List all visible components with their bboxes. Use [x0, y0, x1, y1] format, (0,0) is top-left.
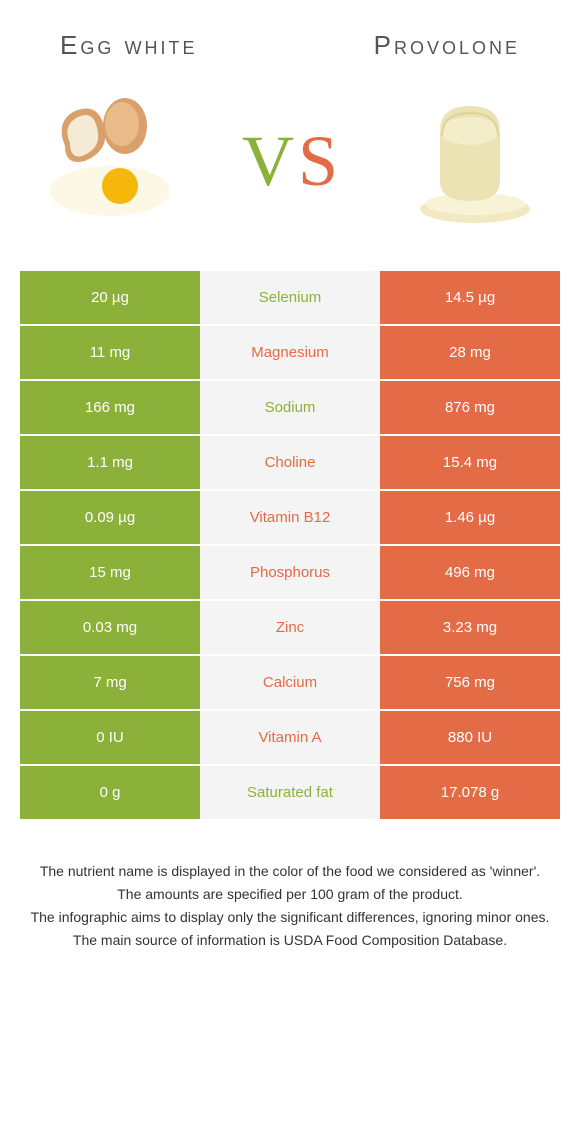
egg-icon: [30, 91, 190, 231]
cheese-icon: [390, 91, 550, 231]
right-value-cell: 15.4 mg: [380, 436, 560, 489]
right-value-cell: 3.23 mg: [380, 601, 560, 654]
right-value-cell: 17.078 g: [380, 766, 560, 819]
table-row: 0.09 µgVitamin B121.46 µg: [20, 491, 560, 546]
footnote-line: The infographic aims to display only the…: [20, 907, 560, 928]
right-value-cell: 876 mg: [380, 381, 560, 434]
right-value-cell: 496 mg: [380, 546, 560, 599]
left-value-cell: 20 µg: [20, 271, 200, 324]
table-row: 166 mgSodium876 mg: [20, 381, 560, 436]
footnote-line: The main source of information is USDA F…: [20, 930, 560, 951]
left-value-cell: 15 mg: [20, 546, 200, 599]
left-value-cell: 1.1 mg: [20, 436, 200, 489]
vs-s-letter: S: [298, 120, 338, 203]
right-value-cell: 14.5 µg: [380, 271, 560, 324]
nutrient-label-cell: Zinc: [200, 601, 380, 654]
left-value-cell: 0 g: [20, 766, 200, 819]
infographic-container: Egg white Provolone VS: [0, 0, 580, 951]
left-value-cell: 0.09 µg: [20, 491, 200, 544]
nutrient-label-cell: Phosphorus: [200, 546, 380, 599]
nutrient-table: 20 µgSelenium14.5 µg11 mgMagnesium28 mg1…: [20, 271, 560, 821]
left-value-cell: 11 mg: [20, 326, 200, 379]
table-row: 7 mgCalcium756 mg: [20, 656, 560, 711]
nutrient-label-cell: Magnesium: [200, 326, 380, 379]
nutrient-label-cell: Sodium: [200, 381, 380, 434]
table-row: 11 mgMagnesium28 mg: [20, 326, 560, 381]
right-food-title: Provolone: [290, 30, 520, 61]
table-row: 1.1 mgCholine15.4 mg: [20, 436, 560, 491]
left-value-cell: 166 mg: [20, 381, 200, 434]
header-row: Egg white Provolone: [0, 0, 580, 81]
footnotes: The nutrient name is displayed in the co…: [20, 861, 560, 951]
left-value-cell: 7 mg: [20, 656, 200, 709]
table-row: 0.03 mgZinc3.23 mg: [20, 601, 560, 656]
left-value-cell: 0 IU: [20, 711, 200, 764]
left-food-title: Egg white: [60, 30, 290, 61]
table-row: 15 mgPhosphorus496 mg: [20, 546, 560, 601]
table-row: 0 IUVitamin A880 IU: [20, 711, 560, 766]
nutrient-label-cell: Choline: [200, 436, 380, 489]
right-value-cell: 28 mg: [380, 326, 560, 379]
vs-v-letter: V: [242, 120, 294, 203]
right-value-cell: 756 mg: [380, 656, 560, 709]
egg-white-image: [30, 81, 190, 241]
right-value-cell: 880 IU: [380, 711, 560, 764]
vs-label: VS: [242, 120, 338, 203]
provolone-image: [390, 81, 550, 241]
nutrient-label-cell: Vitamin B12: [200, 491, 380, 544]
table-row: 20 µgSelenium14.5 µg: [20, 271, 560, 326]
footnote-line: The amounts are specified per 100 gram o…: [20, 884, 560, 905]
left-value-cell: 0.03 mg: [20, 601, 200, 654]
nutrient-label-cell: Vitamin A: [200, 711, 380, 764]
footnote-line: The nutrient name is displayed in the co…: [20, 861, 560, 882]
nutrient-label-cell: Selenium: [200, 271, 380, 324]
right-value-cell: 1.46 µg: [380, 491, 560, 544]
images-row: VS: [0, 81, 580, 271]
nutrient-label-cell: Calcium: [200, 656, 380, 709]
nutrient-label-cell: Saturated fat: [200, 766, 380, 819]
table-row: 0 gSaturated fat17.078 g: [20, 766, 560, 821]
